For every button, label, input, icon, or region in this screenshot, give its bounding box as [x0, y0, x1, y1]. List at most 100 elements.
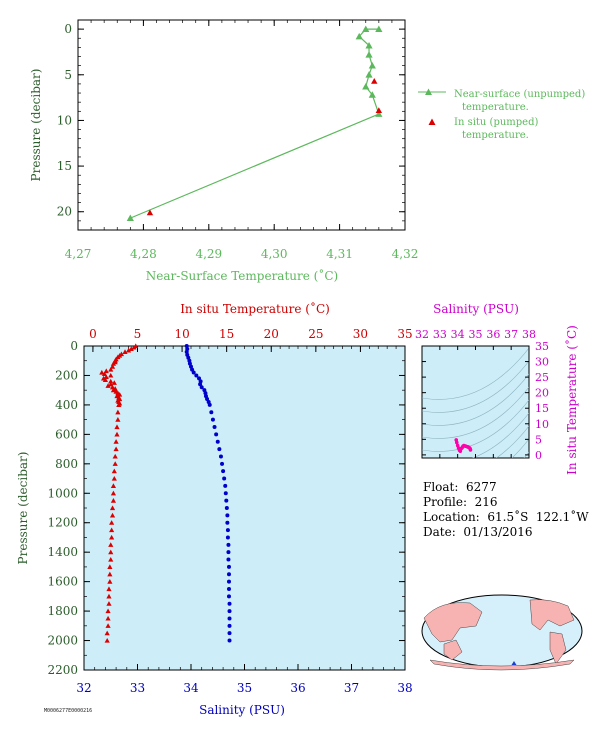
- ts-x-tick-label: 34: [451, 328, 465, 341]
- salinity-point: [225, 528, 230, 533]
- ts-isoline: [422, 360, 529, 413]
- ts-isoline: [511, 438, 529, 458]
- salinity-point: [220, 461, 225, 466]
- salinity-point: [226, 542, 231, 547]
- in-situ-temperature-point: [112, 461, 118, 466]
- salinity-point: [226, 572, 231, 577]
- in-situ-temperature-point: [122, 349, 128, 354]
- in-situ-temperature-point: [103, 374, 109, 380]
- in-situ-temperature-point: [115, 409, 121, 415]
- in-situ-temperature-point: [113, 446, 119, 452]
- salinity-point: [227, 638, 232, 643]
- legend-label-near-surface-2: temperature.: [462, 102, 529, 113]
- salinity-point: [222, 476, 227, 481]
- salinity-point: [218, 454, 223, 459]
- salinity-point: [187, 358, 192, 363]
- ts-point: [454, 440, 459, 445]
- near-surface-point: [365, 41, 373, 49]
- in-situ-temperature-point: [103, 368, 109, 374]
- main-y-tick-label: 200: [55, 368, 78, 382]
- profile-number: Profile: 216: [423, 495, 498, 509]
- in-situ-temperature-point: [112, 453, 118, 459]
- ts-density-contours: [422, 347, 529, 458]
- date: Date: 01/13/2016: [423, 525, 533, 539]
- in-situ-temperature-point: [108, 378, 114, 384]
- in-situ-temperature-point: [99, 369, 105, 375]
- near-surface-point: [368, 62, 376, 69]
- salinity-point: [226, 594, 231, 599]
- near-surface-point: [368, 91, 376, 98]
- salinity-point: [226, 557, 231, 562]
- ts-y-tick-label: 20: [535, 387, 549, 400]
- near-surface-point: [365, 51, 373, 58]
- main-bottom-tick-label: 34: [183, 681, 199, 695]
- main-y-tick-label: 800: [55, 457, 78, 471]
- in-situ-temperature-point: [101, 371, 108, 377]
- salinity-point: [185, 346, 190, 351]
- salinity-point: [212, 425, 217, 429]
- top-x-tick-label: 4,31: [326, 247, 353, 261]
- in-situ-temperature-point: [110, 490, 117, 496]
- in-situ-temperature-point: [105, 383, 111, 388]
- salinity-point: [227, 616, 232, 621]
- in-situ-temperature-point: [110, 361, 117, 366]
- salinity-point: [227, 601, 232, 606]
- in-situ-temperature-point: [116, 402, 122, 407]
- salinity-point: [217, 447, 222, 452]
- ts-y-tick-label: 0: [535, 449, 542, 462]
- in-situ-temperature-point: [109, 520, 115, 525]
- in-situ-temperature-point: [106, 593, 112, 599]
- main-y-tick-label: 2200: [47, 663, 78, 677]
- salinity-point: [197, 376, 202, 381]
- in-situ-temperature-point: [109, 384, 116, 390]
- in-situ-temperature-point: [128, 346, 134, 352]
- near-surface-point: [355, 32, 363, 40]
- salinity-point: [223, 483, 228, 488]
- in-situ-temperature-point: [111, 468, 117, 474]
- ts-isoline: [496, 425, 529, 458]
- main-y-tick-label: 1600: [47, 575, 78, 589]
- main-y-axis-label: Pressure (decibar): [16, 452, 30, 565]
- in-situ-temperature-point: [111, 380, 117, 385]
- in-situ-temperature-point: [105, 615, 111, 621]
- ts-y-tick-label: 30: [535, 356, 549, 369]
- legend-label-near-surface-1: Near-surface (unpumped): [454, 89, 585, 100]
- in-situ-temperature-point: [107, 579, 113, 584]
- in-situ-temperature-point: [107, 571, 113, 577]
- salinity-point: [214, 432, 219, 437]
- salinity-point: [198, 382, 203, 387]
- main-y-tick-label: 1800: [47, 604, 78, 618]
- float-info-block: Float: 6277 Profile: 216 Location: 61.5˚…: [423, 480, 589, 540]
- location: Location: 61.5˚S 122.1˚W: [423, 510, 589, 524]
- salinity-point: [215, 439, 220, 444]
- top-y-tick-label: 0: [64, 22, 72, 36]
- top-y-axis-label: Pressure (decibar): [29, 69, 43, 182]
- near-surface-point: [365, 71, 373, 78]
- top-y-tick-label: 10: [57, 113, 72, 127]
- in-situ-temperature-point: [105, 623, 111, 628]
- in-situ-temperature-point: [115, 417, 121, 422]
- main-y-tick-label: 2000: [47, 634, 78, 648]
- ts-y-tick-label: 35: [535, 340, 549, 353]
- ts-point: [468, 448, 473, 452]
- in-situ-temperature-point: [108, 366, 114, 372]
- salinity-point: [223, 491, 228, 496]
- main-y-tick-label: 1200: [47, 516, 78, 530]
- footer-code: M0006277E0000216: [44, 708, 93, 714]
- salinity-point: [226, 550, 231, 555]
- salinity-point: [225, 513, 230, 518]
- profile-chart: 0200400600800100012001400160018002000220…: [16, 301, 413, 717]
- salinity-point: [227, 631, 232, 636]
- main-y-tick-label: 1400: [47, 545, 78, 559]
- legend-marker-in-situ: [428, 118, 436, 125]
- ts-isoline: [422, 347, 529, 400]
- legend-marker-near-surface: [425, 88, 432, 95]
- ts-x-tick-label: 36: [486, 328, 500, 341]
- salinity-point: [198, 379, 203, 384]
- in-situ-temperature-point: [108, 556, 114, 562]
- salinity-point: [226, 587, 231, 591]
- ts-x-tick-label: 35: [469, 328, 483, 341]
- top-x-tick-label: 4,27: [65, 247, 92, 261]
- in-situ-point: [146, 209, 154, 216]
